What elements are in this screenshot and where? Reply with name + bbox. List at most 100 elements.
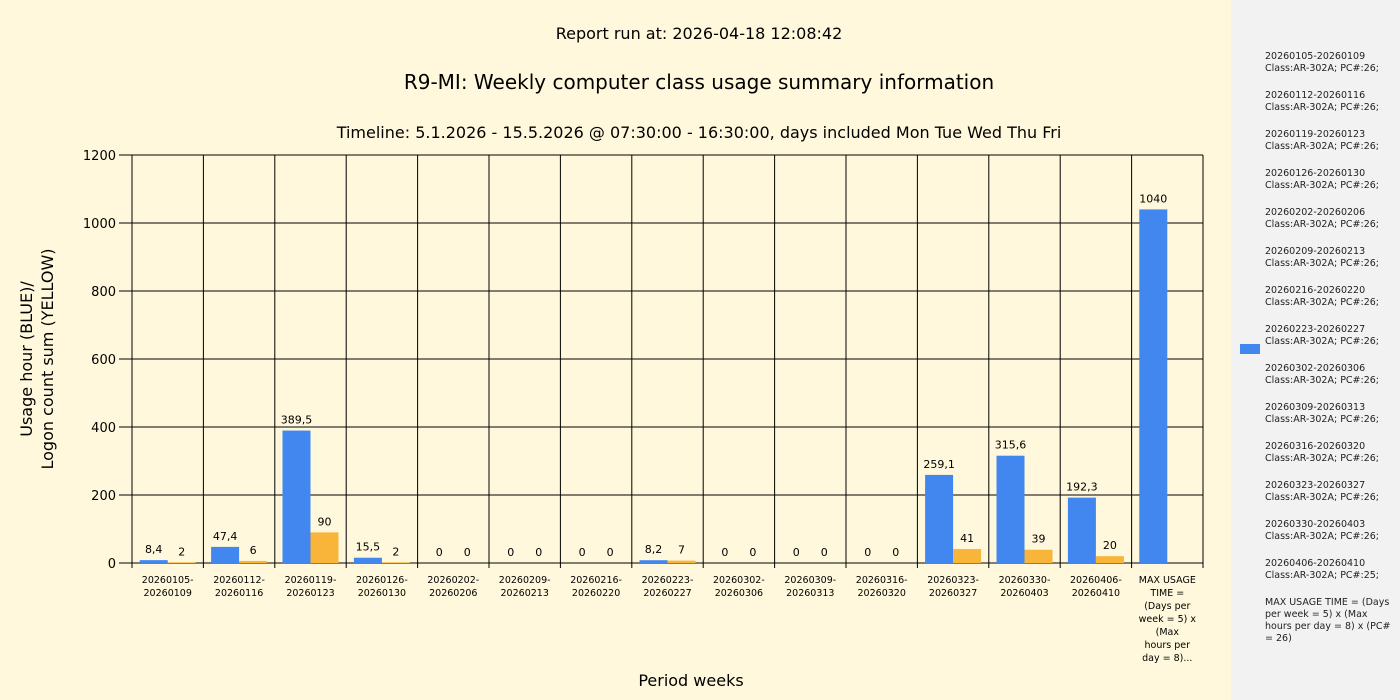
legend-item: 20260202-20260206 Class:AR-302A; PC#:26;	[1265, 207, 1397, 231]
legend-item: 20260119-20260123 Class:AR-302A; PC#:26;	[1265, 129, 1397, 153]
legend-item-info: Class:AR-302A; PC#:26;	[1265, 453, 1379, 464]
x-axis-title: Period weeks	[638, 671, 743, 690]
usage-bar	[282, 430, 311, 563]
legend-item: 20260105-20260109 Class:AR-302A; PC#:26;	[1265, 51, 1397, 75]
legend-swatch-usage	[1240, 344, 1260, 354]
logon-bar	[381, 562, 410, 563]
x-category-label: 20260403	[1000, 588, 1048, 599]
legend-item-period: 20260316-20260320	[1265, 441, 1366, 452]
report-run-timestamp: Report run at: 2026-04-18 12:08:42	[556, 24, 843, 43]
x-category-label: 20260116	[215, 588, 263, 599]
usage-bar	[1067, 497, 1096, 563]
y-tick-label: 200	[91, 489, 116, 504]
legend-item-info: Class:AR-302A; PC#:26;	[1265, 414, 1379, 425]
x-category-label: (Max	[1156, 627, 1180, 638]
y-tick-label: 600	[91, 353, 116, 368]
logon-bar	[1024, 549, 1053, 563]
usage-data-label: 192,3	[1066, 481, 1098, 494]
usage-data-label: 15,5	[356, 541, 381, 554]
chart-title: R9-MI: Weekly computer class usage summa…	[404, 70, 994, 94]
x-category-label: day = 8)...	[1142, 653, 1192, 664]
legend-item-period: 20260323-20260327	[1265, 480, 1366, 491]
weekly-usage-chart: Report run at: 2026-04-18 12:08:42 R9-MI…	[17, 24, 1204, 690]
legend-item-period: 20260119-20260123	[1265, 129, 1366, 140]
logon-data-label: 41	[960, 532, 974, 545]
legend-item-period: 20260105-20260109	[1265, 51, 1366, 62]
x-category-label: 20260302-	[713, 575, 765, 586]
logon-data-label: 2	[392, 545, 399, 558]
x-category-label: 20260327	[929, 588, 977, 599]
x-category-label: 20260126-	[356, 575, 408, 586]
usage-data-label: 315,6	[995, 439, 1027, 452]
logon-data-label: 39	[1032, 533, 1046, 546]
x-category-label: 20260410	[1072, 588, 1120, 599]
x-category-label: 20260119-	[285, 575, 337, 586]
legend-item-info: Class:AR-302A; PC#:26;	[1265, 297, 1379, 308]
legend-item-period: 20260202-20260206	[1265, 207, 1366, 218]
legend-item: 20260309-20260313 Class:AR-302A; PC#:26;	[1265, 402, 1397, 426]
logon-data-label: 0	[535, 546, 542, 559]
usage-data-label: 389,5	[281, 414, 313, 427]
legend-item-period: 20260223-20260227	[1265, 324, 1366, 335]
usage-data-label: 47,4	[213, 530, 238, 543]
legend-item-info: Class:AR-302A; PC#:26;	[1265, 219, 1379, 230]
logon-bar	[1095, 556, 1124, 563]
legend-item-info: Class:AR-302A; PC#:26;	[1265, 180, 1379, 191]
legend-item-info: Class:AR-302A; PC#:26;	[1265, 375, 1379, 386]
y-axis-title: Logon count sum (YELLOW)	[38, 248, 57, 469]
logon-data-label: 0	[821, 546, 828, 559]
usage-bar	[211, 546, 240, 563]
logon-data-label: 20	[1103, 539, 1117, 552]
x-category-label: 20260323-	[927, 575, 979, 586]
usage-data-label: 0	[507, 546, 514, 559]
chart-timeline: Timeline: 5.1.2026 - 15.5.2026 @ 07:30:0…	[336, 123, 1062, 142]
x-category-label: 20260316-	[856, 575, 908, 586]
x-category-label: (Days per	[1144, 601, 1190, 612]
legend-item: 20260223-20260227 Class:AR-302A; PC#:26;	[1265, 324, 1397, 348]
y-tick-label: 1000	[83, 217, 116, 232]
logon-data-label: 0	[464, 546, 471, 559]
x-category-label: hours per	[1145, 640, 1191, 651]
logon-bar	[310, 532, 339, 563]
usage-bar	[139, 560, 168, 563]
x-category-label: 20260209-	[499, 575, 551, 586]
x-category-label: 20260109	[144, 588, 192, 599]
y-tick-label: 1200	[83, 149, 116, 164]
legend-item-info: Class:AR-302A; PC#:26;	[1265, 63, 1379, 74]
x-category-label: 20260227	[643, 588, 691, 599]
x-category-label: 20260220	[572, 588, 620, 599]
x-category-label: TIME =	[1149, 588, 1184, 599]
x-category-label: 20260330-	[999, 575, 1051, 586]
legend-item-info: Class:AR-302A; PC#:26;	[1265, 336, 1379, 347]
legend-item-info: Class:AR-302A; PC#:26;	[1265, 531, 1379, 542]
y-tick-label: 400	[91, 421, 116, 436]
usage-bar	[996, 455, 1025, 563]
logon-data-label: 0	[892, 546, 899, 559]
logon-data-label: 0	[607, 546, 614, 559]
legend-item-info: Class:AR-302A; PC#:25;	[1265, 570, 1379, 581]
legend-item: 20260209-20260213 Class:AR-302A; PC#:26;	[1265, 246, 1397, 270]
logon-bar	[167, 562, 196, 563]
legend-note: MAX USAGE TIME = (Days per week = 5) x (…	[1265, 597, 1391, 644]
usage-bar	[925, 474, 954, 563]
legend-item: 20260126-20260130 Class:AR-302A; PC#:26;	[1265, 168, 1397, 192]
usage-data-label: 0	[579, 546, 586, 559]
legend-item-info: Class:AR-302A; PC#:26;	[1265, 141, 1379, 152]
usage-data-label: 0	[721, 546, 728, 559]
x-category-label: 20260213	[501, 588, 549, 599]
logon-bar	[239, 560, 268, 563]
legend-item-period: 20260216-20260220	[1265, 285, 1366, 296]
x-category-label: 20260130	[358, 588, 406, 599]
usage-data-label: 8,2	[645, 543, 663, 556]
x-category-label: 20260206	[429, 588, 477, 599]
legend-item-period: 20260406-20260410	[1265, 558, 1366, 569]
legend-item-info: Class:AR-302A; PC#:26;	[1265, 492, 1379, 503]
x-category-label: week = 5) x	[1139, 614, 1197, 625]
x-category-label: MAX USAGE	[1139, 575, 1196, 586]
legend-item: 20260112-20260116 Class:AR-302A; PC#:26;	[1265, 90, 1397, 114]
y-tick-label: 800	[91, 285, 116, 300]
legend-item: 20260330-20260403 Class:AR-302A; PC#:26;	[1265, 519, 1397, 543]
usage-data-label: 1040	[1139, 192, 1167, 205]
usage-data-label: 0	[864, 546, 871, 559]
